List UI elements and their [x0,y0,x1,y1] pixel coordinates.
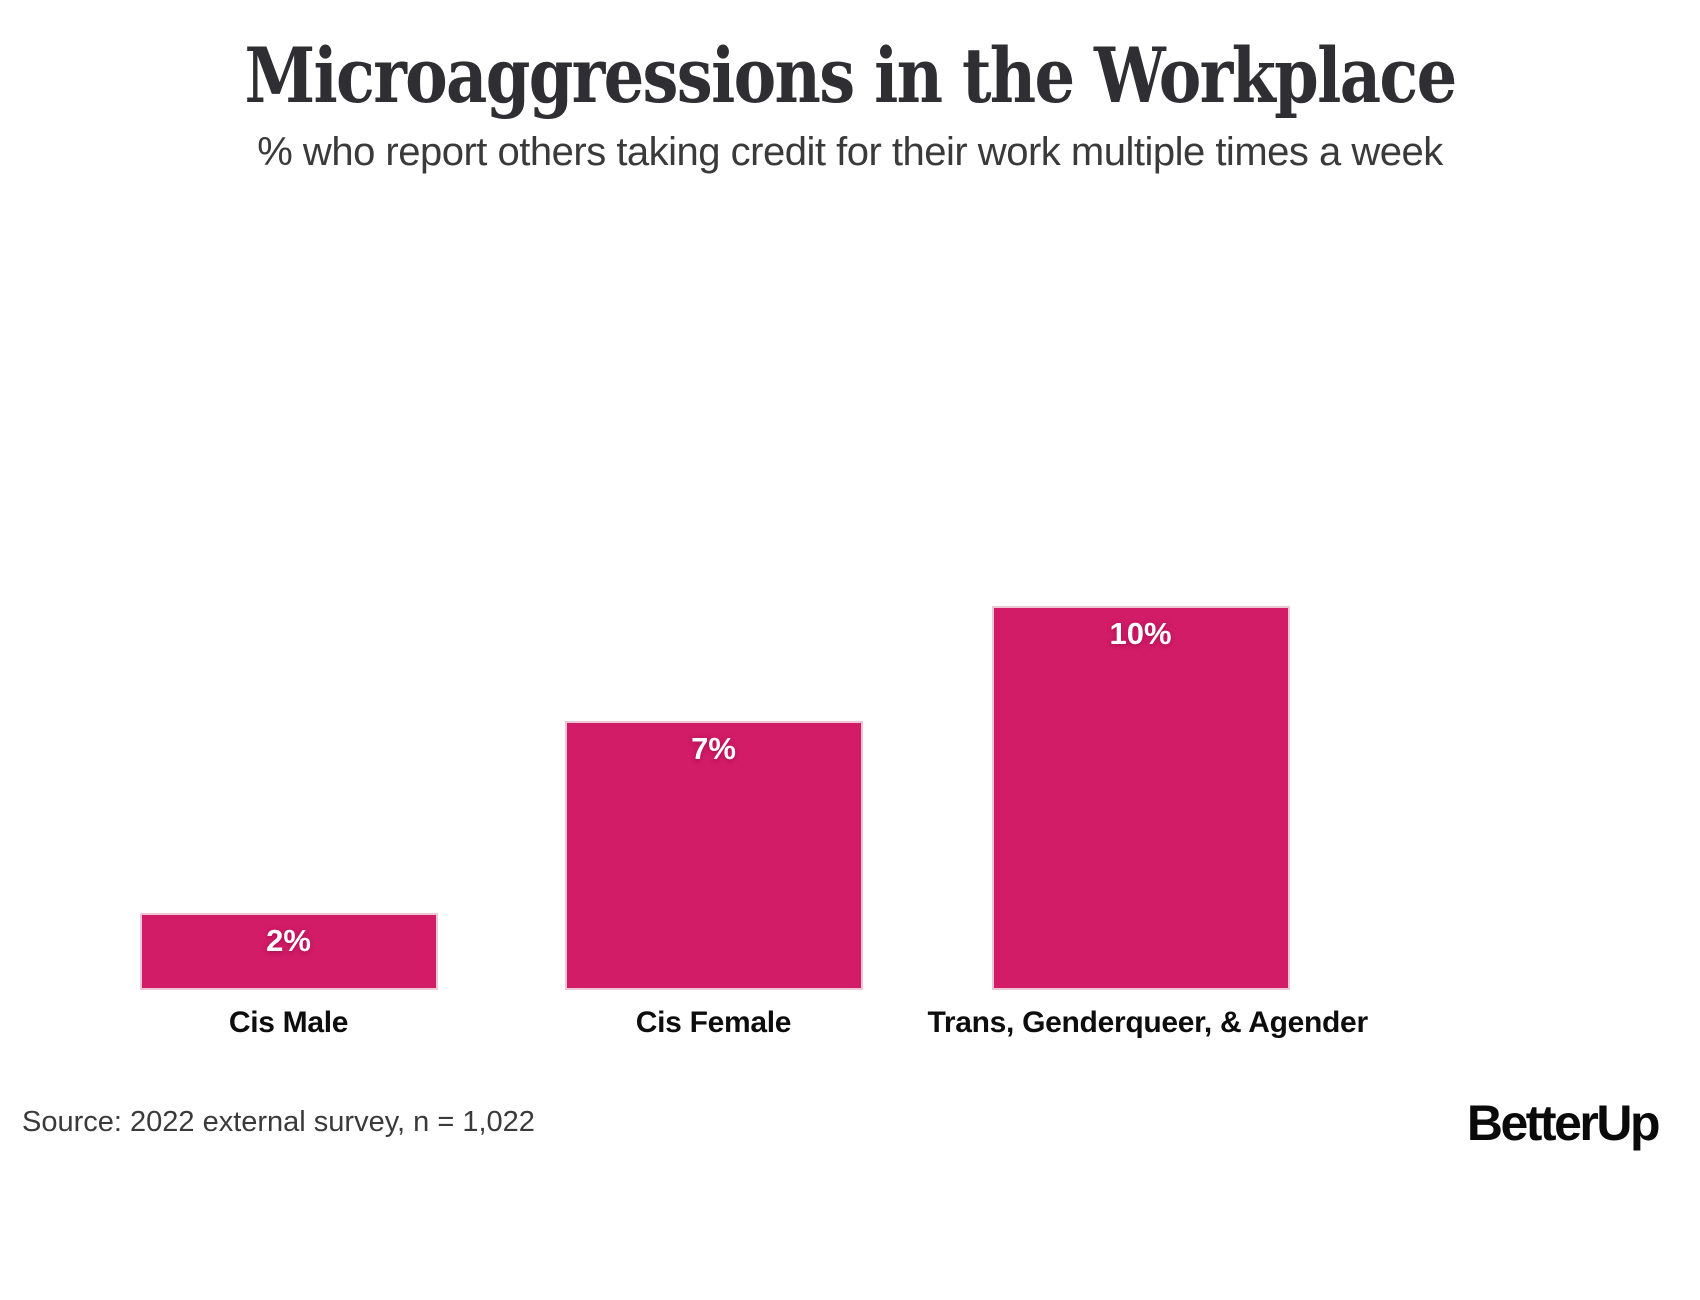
category-label-cis-male: Cis Male [228,1006,349,1039]
page-title: Microaggressions in the Workplace [244,31,1457,120]
betterup-logo: BetterUp [1466,1095,1661,1151]
bar-value-label: 2% [266,923,311,958]
bar-value-label: 7% [691,731,736,766]
source-note: Source: 2022 external survey, n = 1,022 [22,1106,535,1138]
category-label-trans-genderqueer-agender: Trans, Genderqueer, & Agender [927,1006,1369,1039]
bar-cis-female: 7% [564,721,863,990]
bar-value-label: 10% [1109,616,1172,651]
bar-trans-genderqueer-agender: 10% [991,606,1290,990]
bar-cis-male: 2% [139,913,438,990]
page-subtitle: % who report others taking credit for th… [257,130,1443,174]
category-label-cis-female: Cis Female [635,1006,792,1039]
